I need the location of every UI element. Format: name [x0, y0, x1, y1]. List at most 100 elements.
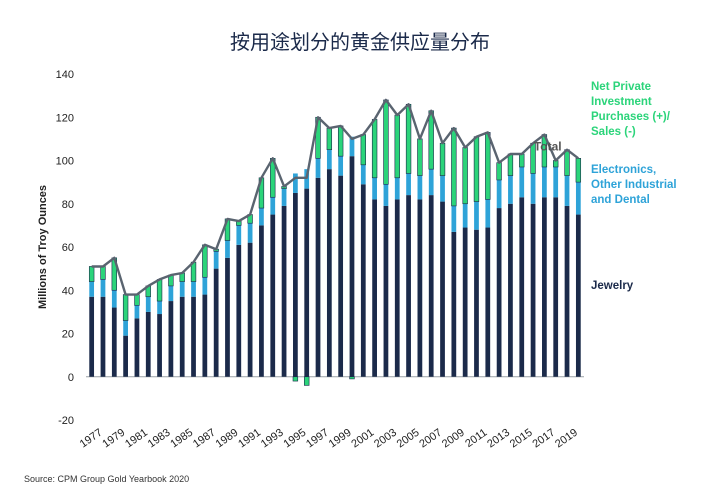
- bar-investment: [519, 153, 525, 168]
- bar-electronics: [315, 158, 321, 178]
- bar-electronics: [440, 175, 445, 202]
- x-tick-label: 1997: [304, 427, 331, 451]
- bar-investment: [394, 114, 400, 179]
- y-tick-label: 20: [62, 329, 74, 341]
- y-tick-label: -20: [58, 415, 74, 427]
- bar-jewelry: [508, 203, 513, 377]
- y-axis-label: Millions of Troy Ounces: [37, 185, 49, 309]
- bar-investment: [575, 158, 582, 183]
- bar-jewelry: [485, 227, 491, 377]
- bar-jewelry: [100, 296, 106, 377]
- bar-jewelry: [179, 296, 185, 377]
- bar-jewelry: [326, 169, 332, 377]
- x-tick-label: 2001: [349, 427, 376, 451]
- bar-jewelry: [145, 311, 151, 377]
- y-tick-label: 100: [56, 156, 74, 168]
- bar-jewelry: [168, 301, 174, 377]
- legend-electronics: Electronics,: [591, 164, 656, 176]
- bar-jewelry: [281, 205, 287, 377]
- y-tick-label: 40: [62, 285, 74, 297]
- bar-jewelry: [259, 225, 264, 377]
- bar-electronics: [349, 136, 355, 157]
- bar-jewelry: [406, 195, 411, 377]
- bar-jewelry: [474, 229, 479, 377]
- bar-investment: [383, 99, 389, 185]
- bar-jewelry: [123, 335, 128, 377]
- bar-electronics: [496, 179, 502, 209]
- bar-electronics: [281, 188, 287, 206]
- bar-jewelry: [213, 268, 219, 377]
- bar-electronics: [134, 305, 140, 319]
- bar-electronics: [530, 173, 536, 204]
- bar-electronics: [111, 290, 117, 308]
- bar-jewelry: [236, 244, 242, 377]
- bar-jewelry: [134, 318, 140, 377]
- legend-jewelry: Jewelry: [591, 280, 634, 292]
- y-tick-label: 60: [62, 242, 74, 254]
- bar-investment: [439, 142, 446, 176]
- x-tick-label: 1987: [191, 427, 218, 451]
- bar-electronics: [247, 223, 253, 243]
- x-tick-label: 1999: [327, 427, 354, 451]
- x-tick-label: 1995: [281, 427, 308, 451]
- bar-jewelry: [89, 296, 95, 377]
- legend-investment: Investment: [591, 96, 652, 108]
- bar-jewelry: [111, 307, 117, 377]
- x-tick-label: 2005: [395, 427, 422, 451]
- bar-investment: [507, 153, 514, 176]
- bar-jewelry: [462, 227, 468, 377]
- bar-electronics: [236, 225, 242, 245]
- bar-jewelry: [440, 201, 445, 377]
- bar-jewelry: [530, 203, 536, 377]
- bar-investment: [405, 103, 412, 174]
- legend-electronics: Other Industrial: [591, 179, 677, 191]
- bar-electronics: [462, 203, 468, 228]
- bar-jewelry: [349, 156, 355, 377]
- bar-electronics: [259, 208, 264, 226]
- bar-jewelry: [360, 184, 366, 377]
- bar-electronics: [542, 166, 547, 198]
- x-tick-label: 1993: [259, 427, 286, 451]
- legend-investment: Sales (-): [591, 126, 636, 138]
- bar-jewelry: [417, 199, 423, 377]
- bar-electronics: [575, 182, 581, 215]
- x-tick-label: 1983: [146, 427, 173, 451]
- x-tick-label: 2017: [530, 427, 557, 451]
- bar-jewelry: [575, 214, 581, 377]
- bar-investment: [304, 376, 310, 386]
- bar-electronics: [157, 301, 162, 315]
- total-line: [91, 98, 580, 296]
- bar-electronics: [338, 156, 344, 176]
- legend-electronics: and Dental: [591, 194, 650, 206]
- bar-electronics: [372, 177, 377, 200]
- x-tick-label: 1985: [168, 427, 195, 451]
- bar-electronics: [360, 164, 366, 185]
- bar-jewelry: [225, 257, 230, 377]
- y-tick-label: 120: [56, 112, 74, 124]
- bar-electronics: [89, 281, 95, 297]
- bar-investment: [360, 134, 366, 166]
- bar-jewelry: [315, 177, 321, 377]
- bar-electronics: [406, 173, 411, 196]
- bar-electronics: [145, 296, 151, 312]
- bar-investment: [473, 136, 480, 202]
- bar-jewelry: [451, 231, 457, 377]
- x-tick-label: 1979: [100, 427, 127, 451]
- bar-jewelry: [293, 192, 298, 377]
- bar-electronics: [383, 184, 389, 206]
- x-tick-label: 1981: [123, 427, 150, 451]
- bar-jewelry: [247, 242, 253, 377]
- bar-jewelry: [270, 214, 276, 377]
- bar-electronics: [100, 279, 106, 297]
- bar-electronics: [293, 173, 298, 193]
- bar-jewelry: [496, 208, 502, 377]
- y-tick-label: 0: [68, 372, 74, 384]
- bar-electronics: [519, 166, 525, 198]
- bar-investment: [100, 266, 106, 280]
- bar-investment: [451, 127, 457, 207]
- bar-investment: [485, 132, 491, 200]
- bar-electronics: [213, 251, 219, 269]
- bar-electronics: [417, 175, 423, 200]
- bar-jewelry: [383, 205, 389, 377]
